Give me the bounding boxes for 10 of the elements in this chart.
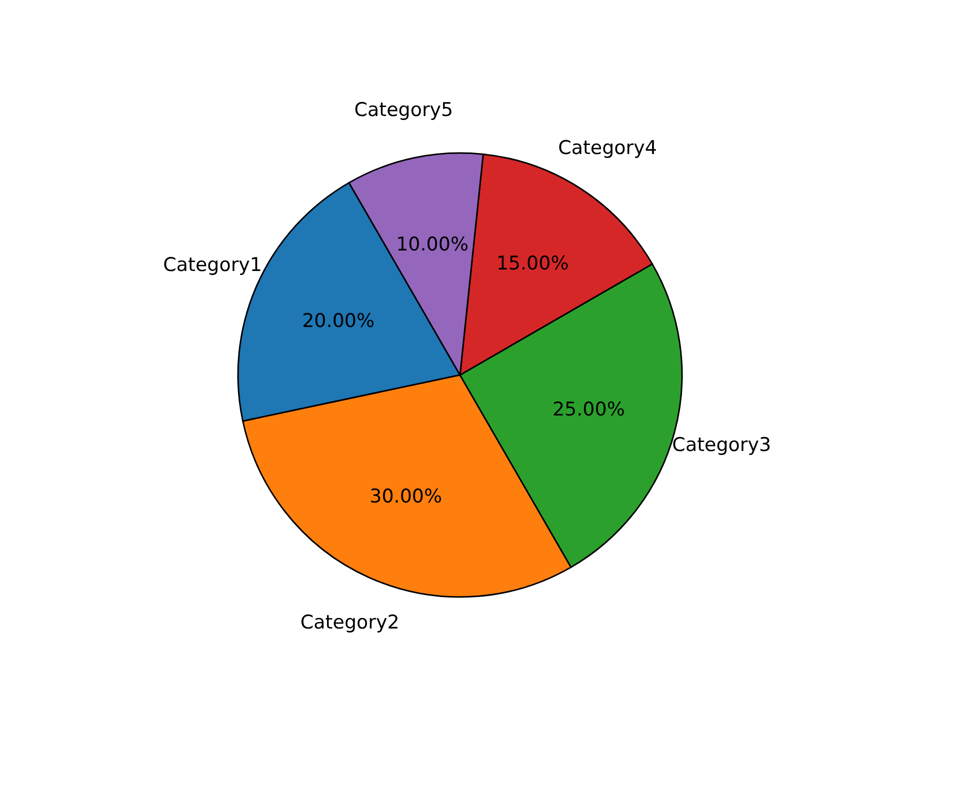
slice-label: Category5 <box>354 99 454 122</box>
slice-label: Category2 <box>300 611 400 634</box>
slice-label: Category3 <box>672 434 772 456</box>
data-label: 25.00% <box>552 398 625 420</box>
data-label: 20.00% <box>302 310 375 332</box>
data-label: 10.00% <box>396 234 469 256</box>
data-label: 30.00% <box>370 486 442 508</box>
slice-label: Category1 <box>163 254 262 276</box>
slice-label: Category4 <box>558 136 657 159</box>
data-label: 15.00% <box>496 252 569 274</box>
